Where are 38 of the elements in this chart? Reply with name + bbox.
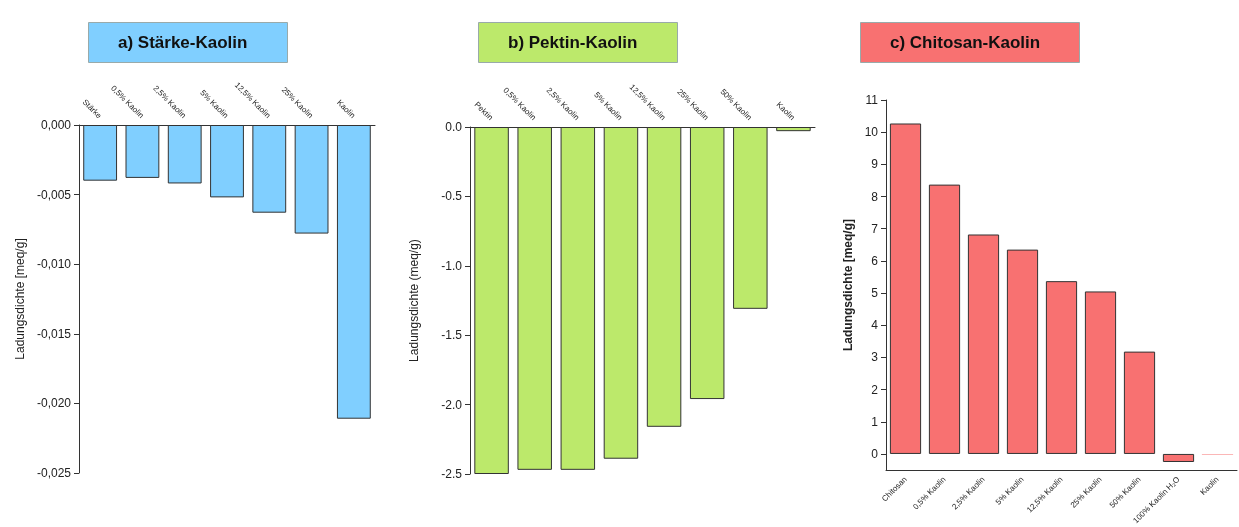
bar bbox=[1162, 453, 1195, 462]
chart-title: b) Pektin-Kaolin bbox=[508, 33, 638, 52]
y-axis-title: Ladungsdichte [meq/g] bbox=[13, 238, 28, 360]
y-tick-label: 8 bbox=[871, 189, 879, 204]
bar bbox=[967, 234, 1000, 454]
y-tick-label: -0,025 bbox=[36, 466, 72, 480]
y-tick-label: 10 bbox=[864, 125, 879, 140]
chart-title: c) Chitosan-Kaolin bbox=[890, 33, 1041, 52]
y-tick-label: 6 bbox=[871, 253, 879, 268]
bar bbox=[1123, 351, 1156, 454]
y-tick-label: 9 bbox=[871, 157, 879, 172]
y-tick-label: 7 bbox=[871, 221, 879, 236]
y-tick-label: 3 bbox=[871, 350, 879, 365]
y-tick-label: -1.0 bbox=[441, 258, 463, 273]
y-tick-label: 1 bbox=[871, 414, 879, 429]
y-axis-title: Ladungsdichte (meq/g) bbox=[407, 239, 421, 362]
y-tick-label: -0.5 bbox=[441, 189, 463, 204]
y-axis-title: Ladungsdichte [meq/g] bbox=[840, 219, 855, 352]
y-tick-label: 2 bbox=[871, 382, 879, 397]
y-tick-label: -0,020 bbox=[36, 396, 72, 411]
y-tick-label: -1.5 bbox=[441, 328, 463, 343]
y-tick-label: -0,005 bbox=[36, 187, 72, 202]
y-tick-label: 5 bbox=[871, 286, 879, 301]
y-tick-label: 0.0 bbox=[445, 120, 463, 134]
bar bbox=[1084, 291, 1117, 454]
bar bbox=[889, 123, 922, 454]
y-tick-label: -2.0 bbox=[441, 397, 463, 412]
y-tick-label: -0,010 bbox=[36, 257, 72, 272]
bar bbox=[1006, 249, 1039, 454]
y-tick-label: 4 bbox=[871, 318, 879, 333]
chart-title: a) Stärke-Kaolin bbox=[118, 33, 248, 52]
y-tick-label: -2.5 bbox=[441, 467, 463, 481]
bar bbox=[1045, 281, 1078, 454]
y-tick-label: -0,015 bbox=[36, 326, 72, 341]
bar bbox=[928, 184, 961, 454]
y-tick-label: 0,000 bbox=[40, 118, 72, 132]
y-tick-label: 0 bbox=[871, 446, 879, 461]
y-tick-label: 11 bbox=[865, 93, 879, 107]
